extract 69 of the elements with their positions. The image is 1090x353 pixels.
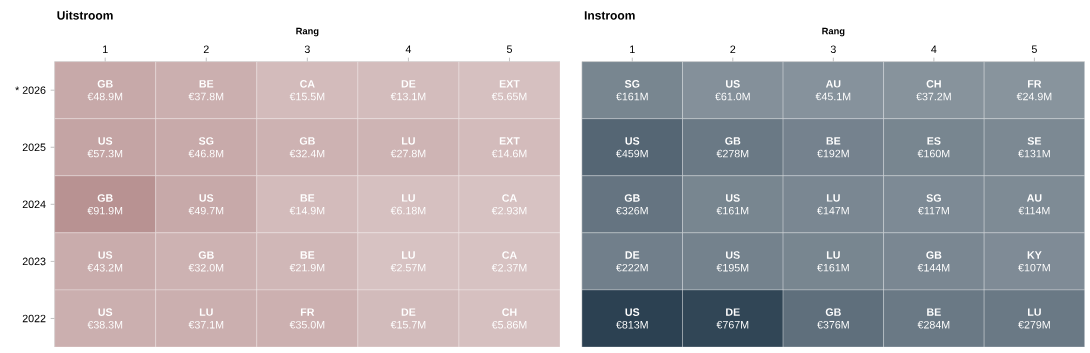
x-tick-label: 1 bbox=[630, 45, 635, 53]
data-label: BE €37.8M bbox=[188, 80, 224, 101]
data-label: SG €161M bbox=[616, 80, 648, 101]
data-label: DE €13.1M bbox=[390, 80, 426, 101]
x-tick-label: 4 bbox=[405, 45, 412, 53]
chart-title: Uitstroom bbox=[57, 10, 113, 20]
data-label: FR €24.9M bbox=[1016, 80, 1052, 101]
data-label: US €195M bbox=[716, 251, 749, 272]
data-label: AU €45.1M bbox=[815, 80, 851, 101]
data-label: US €49.7M bbox=[188, 194, 224, 215]
x-tick-label: 2 bbox=[730, 45, 736, 53]
data-label: AU €114M bbox=[1018, 194, 1050, 215]
data-label: EXT €5.65M bbox=[491, 80, 527, 101]
data-label: US €38.3M bbox=[87, 308, 123, 329]
data-label: LU €2.57M bbox=[390, 251, 426, 272]
x-tick-label: 4 bbox=[931, 45, 937, 53]
y-tick-label: 2022 bbox=[22, 314, 46, 323]
data-label: DE €15.7M bbox=[390, 308, 426, 329]
x-axis-title: Rang bbox=[296, 27, 319, 37]
data-label: GB €48.9M bbox=[87, 80, 123, 101]
chart-title: Instroom bbox=[584, 11, 635, 20]
data-label: KY €107M bbox=[1018, 251, 1050, 272]
data-label: DE €767M bbox=[716, 308, 749, 329]
data-label: US €61.0M bbox=[715, 80, 750, 101]
data-label: CH €37.2M bbox=[916, 80, 951, 101]
data-label: CA €15.5M bbox=[289, 80, 325, 101]
data-label: US €161M bbox=[716, 194, 749, 215]
y-tick-label: 2025 bbox=[22, 143, 46, 152]
data-label: ES €160M bbox=[917, 137, 950, 158]
data-label: SE €131M bbox=[1018, 137, 1050, 158]
data-label: GB €376M bbox=[817, 308, 849, 329]
data-label: CA €2.93M bbox=[491, 194, 527, 215]
data-label: CH €5.86M bbox=[491, 308, 527, 329]
data-label: US €813M bbox=[616, 308, 648, 329]
x-axis-title: Rang bbox=[822, 27, 845, 37]
data-label: US €43.2M bbox=[87, 251, 123, 272]
data-label: GB €278M bbox=[716, 137, 749, 158]
x-tick-label: 3 bbox=[830, 45, 836, 53]
data-label: GB €91.9M bbox=[87, 194, 123, 215]
data-label: CA €2.37M bbox=[491, 251, 527, 272]
data-label: LU €279M bbox=[1018, 308, 1050, 329]
data-label: BE €14.9M bbox=[289, 194, 325, 215]
data-label: GB €326M bbox=[616, 194, 648, 215]
data-label: LU €147M bbox=[817, 194, 849, 215]
x-tick-label: 1 bbox=[103, 45, 108, 53]
x-tick-label: 5 bbox=[1031, 45, 1037, 53]
y-tick-label: 2023 bbox=[22, 257, 46, 266]
x-tick-label: 3 bbox=[304, 45, 310, 53]
data-label: SG €46.8M bbox=[188, 137, 224, 158]
data-label: GB €32.4M bbox=[289, 137, 325, 158]
data-label: BE €284M bbox=[917, 308, 950, 329]
data-label: LU €27.8M bbox=[390, 137, 426, 158]
x-tick-label: 5 bbox=[506, 45, 512, 53]
y-tick-label: 2024 bbox=[22, 200, 46, 209]
data-label: GB €32.0M bbox=[188, 251, 224, 272]
data-label: EXT €14.6M bbox=[491, 137, 527, 158]
data-label: LU €161M bbox=[817, 251, 849, 272]
data-label: BE €192M bbox=[817, 137, 849, 158]
y-tick-label: * 2026 bbox=[15, 86, 46, 94]
data-label: GB €144M bbox=[917, 251, 950, 272]
data-label: LU €37.1M bbox=[188, 308, 224, 329]
data-label: US €459M bbox=[616, 137, 648, 158]
data-label: DE €222M bbox=[616, 251, 648, 272]
data-label: SG €117M bbox=[918, 194, 949, 215]
data-label: BE €21.9M bbox=[289, 251, 325, 272]
data-label: LU €6.18M bbox=[390, 194, 426, 215]
x-tick-label: 2 bbox=[203, 45, 209, 53]
data-label: US €57.3M bbox=[87, 137, 123, 158]
data-label: FR €35.0M bbox=[289, 308, 325, 329]
